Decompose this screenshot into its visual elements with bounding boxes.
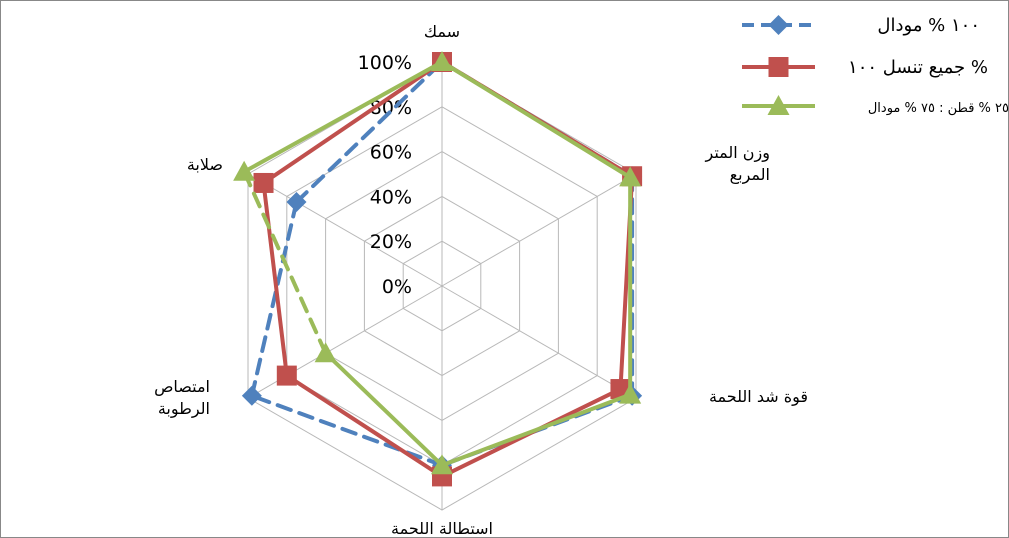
legend-marker <box>767 95 790 115</box>
category-label: المربع <box>730 165 770 185</box>
series-line-segment <box>294 60 444 204</box>
category-label: امتصاص <box>154 377 210 397</box>
legend-marker <box>768 57 789 77</box>
category-label: الرطوبة <box>158 399 210 419</box>
series-line-segment <box>440 392 633 468</box>
series-marker <box>431 454 453 475</box>
series-line-segment <box>440 60 633 180</box>
series-marker <box>253 172 274 193</box>
legend-entry: ١٠٠ % مودال <box>742 15 980 36</box>
legend: ١٠٠ % مودال جميع تنسل ١٠٠ % ٢٥ % قطن : ٧٥ … <box>742 15 1009 116</box>
grid-spoke <box>247 173 443 287</box>
series-line-segment <box>261 60 444 185</box>
legend-marker <box>768 15 789 35</box>
series-marker <box>233 160 256 181</box>
category-label: سمك <box>424 22 460 41</box>
category-label: استطالة اللحمة <box>391 519 493 538</box>
series-marker <box>241 385 262 406</box>
series-line-segment <box>242 60 444 174</box>
series-marker <box>431 51 453 71</box>
series-line-segment <box>249 200 299 398</box>
series-group <box>233 51 643 487</box>
grid-spoke <box>441 285 637 399</box>
series-line-segment <box>261 180 289 378</box>
legend-label: جميع تنسل ١٠٠ % <box>848 57 988 78</box>
radial-tick-label: 100% <box>358 52 412 74</box>
radial-tick-label: 0% <box>382 276 412 298</box>
series-marker <box>619 383 642 404</box>
radial-tick-label: 20% <box>370 231 412 253</box>
series-marker <box>286 192 307 212</box>
series-line-segment <box>323 351 444 468</box>
radial-tick-label: 40% <box>370 186 412 208</box>
series-line-segment <box>242 169 328 356</box>
legend-entry: جميع تنسل ١٠٠ % <box>742 57 988 78</box>
legend-label: ١٠٠ % مودال <box>877 15 980 36</box>
legend-label: ٢٥ % قطن : ٧٥ % مودال <box>868 101 1009 116</box>
legend-entry: ٢٥ % قطن : ٧٥ % مودال <box>742 95 1009 116</box>
category-label: وزن المتر <box>704 143 770 163</box>
grid-spoke <box>441 173 637 287</box>
series-marker <box>314 342 337 363</box>
category-label: صلابة <box>187 155 223 174</box>
series-line-segment <box>284 373 444 479</box>
series-2 <box>233 51 642 475</box>
series-marker <box>619 166 642 187</box>
category-label: قوة شد اللحمة <box>709 387 808 407</box>
series-marker <box>276 365 297 386</box>
radial-tick-label: 60% <box>370 142 412 164</box>
